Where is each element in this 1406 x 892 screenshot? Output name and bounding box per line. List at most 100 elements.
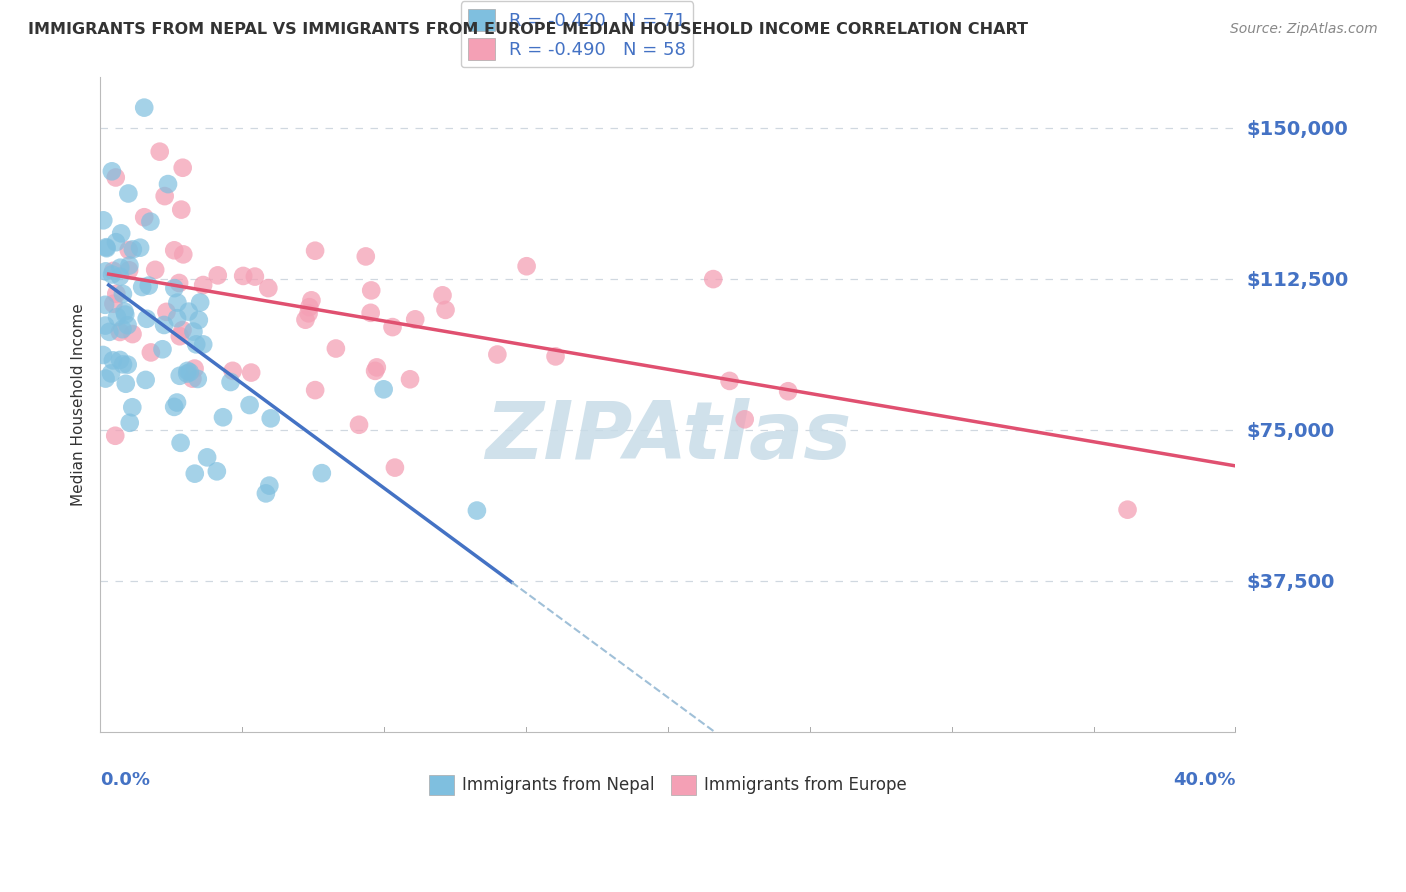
Point (98, 325, 121, 339)
Point (181, 371, 204, 385)
Point (259, 478, 281, 492)
Point (718, 374, 741, 388)
Point (121, 327, 143, 342)
Point (155, 305, 177, 319)
Point (163, 244, 186, 258)
Point (432, 288, 454, 302)
Point (294, 312, 316, 326)
Point (169, 329, 191, 343)
Point (366, 360, 388, 375)
Point (177, 304, 200, 318)
Point (114, 304, 136, 318)
Point (131, 280, 153, 294)
Point (103, 297, 125, 311)
Point (257, 281, 280, 295)
Point (179, 365, 201, 379)
Point (139, 345, 162, 359)
Point (240, 366, 263, 380)
Point (193, 337, 215, 351)
Point (104, 235, 127, 250)
Point (118, 416, 141, 430)
Point (221, 364, 243, 378)
Point (778, 384, 800, 399)
Point (232, 268, 254, 283)
Point (239, 398, 262, 412)
Point (96, 240, 118, 254)
Point (134, 211, 156, 225)
Point (108, 269, 131, 284)
Point (404, 312, 426, 326)
Point (94, 298, 117, 312)
Point (373, 382, 395, 396)
Point (134, 101, 156, 115)
Point (153, 318, 176, 332)
Point (325, 342, 347, 356)
Point (172, 323, 194, 337)
Point (166, 311, 188, 326)
Point (184, 467, 207, 481)
Point (169, 435, 191, 450)
Point (117, 358, 139, 372)
Point (301, 293, 323, 308)
Point (183, 325, 205, 339)
Point (104, 170, 127, 185)
Point (101, 268, 124, 282)
Point (1116, 502, 1139, 516)
Point (163, 281, 186, 295)
Point (298, 300, 321, 314)
Point (304, 244, 326, 258)
Text: ZIPAtlas: ZIPAtlas (485, 398, 851, 476)
Point (186, 337, 208, 351)
Point (166, 395, 188, 409)
Point (111, 358, 134, 372)
Point (207, 268, 229, 283)
Point (354, 249, 377, 263)
Point (465, 503, 488, 517)
Point (381, 320, 404, 334)
Point (135, 373, 157, 387)
Point (297, 306, 319, 320)
Point (152, 343, 174, 357)
Point (434, 302, 457, 317)
Point (195, 450, 218, 465)
Text: Source: ZipAtlas.com: Source: ZipAtlas.com (1230, 22, 1378, 37)
Point (139, 214, 162, 228)
Point (117, 318, 139, 333)
Point (91, 348, 114, 362)
Text: 40.0%: 40.0% (1173, 771, 1236, 789)
Point (96, 241, 118, 255)
Point (101, 353, 124, 368)
Point (516, 259, 538, 273)
Point (153, 189, 176, 203)
Point (143, 263, 166, 277)
Point (114, 376, 136, 391)
Point (702, 272, 724, 286)
Point (170, 202, 193, 217)
Point (149, 145, 172, 159)
Point (187, 372, 209, 386)
Point (172, 161, 194, 175)
Point (360, 284, 382, 298)
Point (176, 364, 198, 378)
Point (169, 368, 191, 383)
Point (108, 325, 131, 339)
Point (94, 264, 117, 278)
Point (163, 400, 186, 414)
Point (156, 177, 179, 191)
Point (176, 367, 198, 381)
Point (110, 227, 132, 241)
Point (544, 350, 567, 364)
Point (304, 383, 326, 397)
Point (118, 263, 141, 277)
Point (100, 367, 122, 381)
Text: IMMIGRANTS FROM NEPAL VS IMMIGRANTS FROM EUROPE MEDIAN HOUSEHOLD INCOME CORRELAT: IMMIGRANTS FROM NEPAL VS IMMIGRANTS FROM… (28, 22, 1028, 37)
Point (121, 243, 143, 257)
Point (105, 286, 128, 301)
Point (94, 371, 117, 385)
Point (94, 318, 117, 333)
Legend: Immigrants from Nepal, Immigrants from Europe: Immigrants from Nepal, Immigrants from E… (422, 768, 914, 802)
Point (243, 269, 266, 284)
Point (105, 310, 128, 324)
Point (111, 287, 134, 301)
Point (254, 486, 277, 500)
